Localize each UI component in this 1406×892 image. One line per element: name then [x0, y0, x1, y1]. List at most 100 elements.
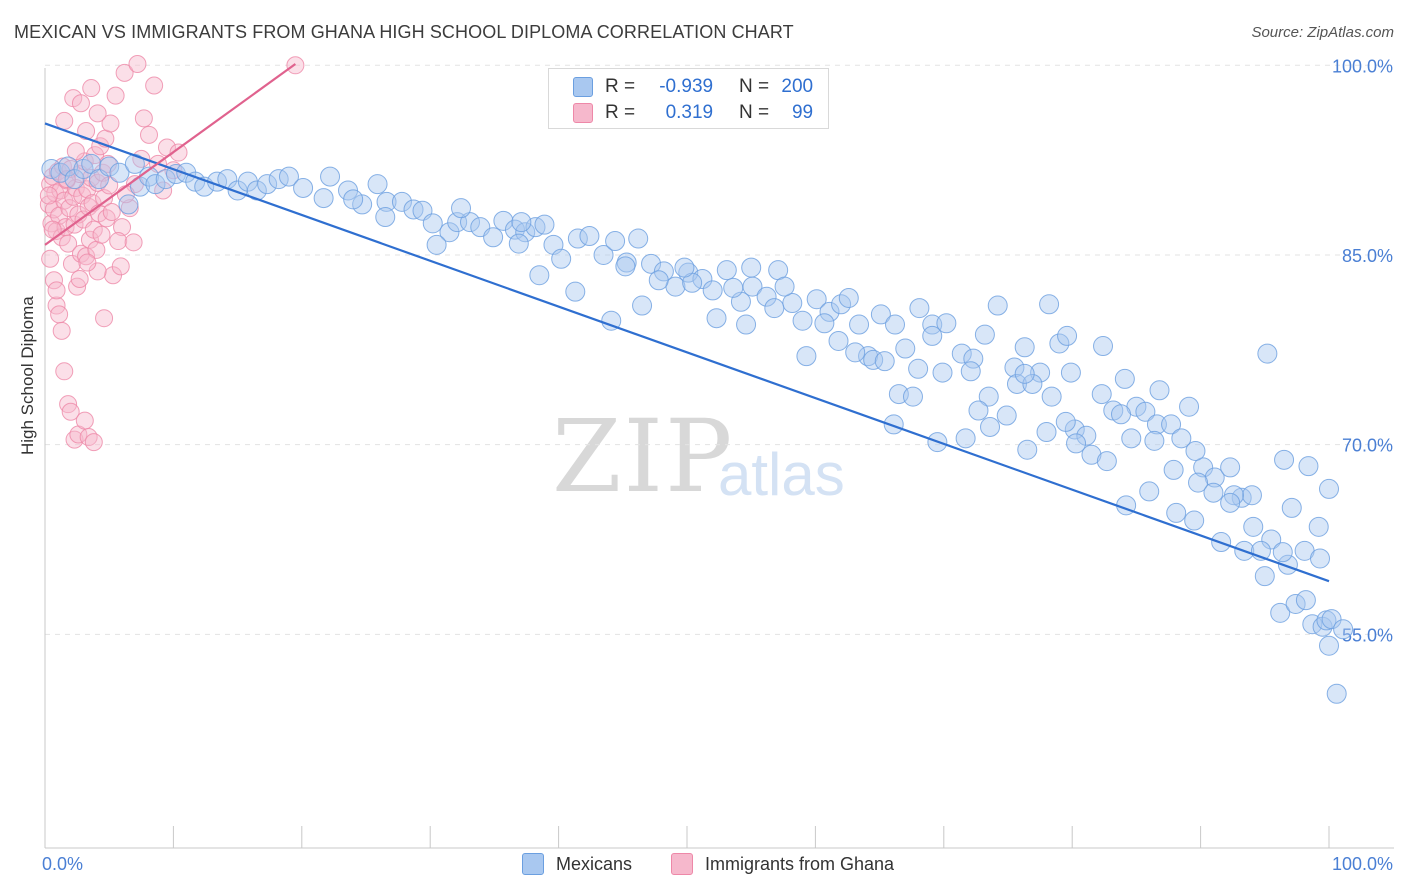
- mexicans-point: [1274, 449, 1295, 470]
- ghana-point: [55, 111, 74, 130]
- mexicans-point: [1185, 440, 1206, 461]
- mexicans-point: [1326, 683, 1347, 704]
- y-tick-labels: 55.0% 70.0% 85.0% 100.0%: [1332, 56, 1393, 645]
- mexicans-point: [579, 226, 600, 246]
- ghana-point: [50, 305, 69, 324]
- ghana-point: [128, 55, 147, 74]
- mexicans-point: [1144, 430, 1165, 451]
- mexicans-point: [1022, 373, 1043, 394]
- n-value-mexicans: 200: [781, 76, 814, 97]
- mexicans-point: [1184, 510, 1205, 531]
- mexicans-point: [716, 260, 737, 281]
- mexicans-point: [936, 313, 957, 334]
- ghana-swatch: [573, 103, 593, 123]
- mexicans-point: [1319, 478, 1339, 499]
- mexicans-point: [1041, 386, 1062, 407]
- mexicans-point: [849, 314, 870, 335]
- ghana-point: [115, 63, 134, 82]
- mexicans-point: [987, 295, 1008, 316]
- axes: [44, 68, 1394, 849]
- ghana-point: [95, 309, 114, 328]
- ghana-point: [88, 104, 107, 123]
- mexicans-point: [648, 270, 669, 291]
- ghana-point: [106, 86, 125, 105]
- ghana-point: [71, 94, 90, 113]
- mexicans-point: [601, 310, 622, 331]
- mexicans-point: [702, 280, 723, 301]
- mexicans-point: [1004, 357, 1025, 378]
- trend-lines: [44, 63, 1330, 583]
- mexicans-point: [1093, 336, 1114, 357]
- mexicans-point: [460, 212, 481, 233]
- mexicans-point: [902, 386, 923, 407]
- mexicans-point: [885, 314, 906, 335]
- mexicans-point: [1257, 343, 1278, 364]
- mexicans-point: [352, 194, 373, 215]
- mexicans-point: [895, 338, 916, 359]
- mexicans-point: [118, 194, 139, 215]
- x-tick-label: 100.0%: [1332, 854, 1393, 874]
- mexicans-point: [736, 314, 757, 335]
- ghana-point: [100, 176, 119, 195]
- mexicans-point: [1076, 425, 1097, 446]
- r-value-mexicans: -0.939: [659, 76, 714, 97]
- mexicans-point: [1270, 602, 1291, 623]
- mexicans-point: [1188, 472, 1209, 493]
- ghana-point: [79, 428, 98, 447]
- mexicans-point: [1114, 368, 1135, 389]
- mexicans-point: [874, 351, 895, 372]
- ghana-point: [52, 321, 71, 340]
- mexicans-point: [883, 414, 904, 435]
- mexicans-point: [426, 234, 447, 255]
- ghana-point: [78, 253, 97, 272]
- mexicans-point: [278, 166, 299, 187]
- mexicans-point: [1135, 401, 1156, 422]
- ghana-point: [113, 218, 132, 237]
- ghana-point: [75, 411, 94, 430]
- gridlines: [45, 64, 1394, 635]
- legend-item-mexicans: Mexicans: [522, 852, 632, 876]
- ghana-point: [62, 254, 81, 273]
- mexicans-point: [1241, 485, 1262, 506]
- ghana-point: [39, 186, 58, 205]
- ghana-point: [77, 122, 96, 141]
- mexicans-point: [109, 162, 130, 183]
- mexicans-point: [422, 213, 443, 234]
- mexicans-point: [483, 227, 504, 248]
- mexicans-point: [1110, 404, 1131, 425]
- mexicans-point: [1161, 414, 1182, 435]
- mexicans-point: [376, 191, 397, 212]
- mexicans-point: [257, 174, 278, 195]
- ghana-point: [109, 232, 128, 251]
- r-label: R =: [605, 76, 636, 97]
- watermark-atlas: atlas: [718, 441, 845, 508]
- ghana-point: [71, 244, 90, 263]
- ghana-trend-line: [44, 63, 297, 246]
- mexicans-point: [932, 362, 953, 383]
- mexicans-point: [313, 188, 334, 209]
- mexicans-point: [1333, 619, 1354, 640]
- mexicans-point: [974, 324, 995, 345]
- ghana-point: [145, 76, 164, 95]
- mexicans-point: [1066, 433, 1087, 454]
- mexicans-point: [1036, 422, 1057, 442]
- mexicans-point: [706, 308, 727, 329]
- mexicans-point: [1163, 459, 1184, 480]
- mexicans-point: [845, 342, 866, 363]
- ghana-point: [92, 225, 111, 244]
- y-tick-label: 55.0%: [1342, 625, 1393, 645]
- ghana-point: [61, 402, 80, 421]
- mexicans-point: [723, 277, 744, 298]
- mexicans-point: [58, 156, 79, 177]
- n-value-ghana: 99: [791, 102, 814, 123]
- mexicans-point: [1261, 529, 1282, 550]
- mexicans-point: [1295, 590, 1316, 611]
- mexicans-legend-swatch: [522, 853, 544, 875]
- mexicans-point: [955, 428, 976, 449]
- mexicans-point: [1285, 593, 1306, 614]
- mexicans-point: [1193, 457, 1214, 478]
- mexicans-point: [764, 298, 785, 319]
- mexicans-point: [674, 257, 695, 278]
- mexicans-point: [1096, 451, 1117, 472]
